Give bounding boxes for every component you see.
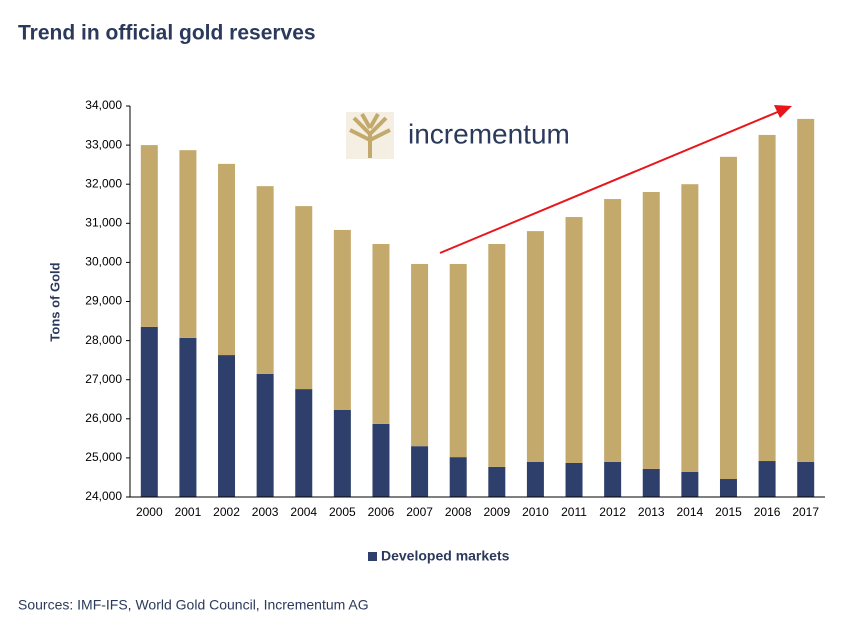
bar — [797, 118, 815, 462]
y-tick-label: 34,000 — [85, 98, 122, 112]
y-tick-label: 24,000 — [85, 489, 122, 503]
y-tick-label: 27,000 — [85, 372, 122, 386]
bar — [488, 244, 506, 467]
arrow — [439, 105, 792, 254]
bar — [488, 466, 506, 497]
bar — [179, 337, 197, 497]
y-tick-label: 25,000 — [85, 450, 122, 464]
bar — [526, 231, 544, 462]
x-tick-label: 2016 — [754, 505, 781, 519]
bar — [642, 192, 660, 469]
bar — [333, 409, 351, 497]
bar — [758, 461, 776, 497]
x-tick-label: 2003 — [252, 505, 279, 519]
bar — [333, 229, 351, 410]
bar — [256, 373, 274, 497]
bar — [526, 461, 544, 497]
bar — [295, 389, 313, 497]
arrow-head — [774, 105, 792, 118]
chart-title: Trend in official gold reserves — [18, 22, 316, 45]
legend-swatch — [368, 552, 377, 561]
bar — [719, 479, 737, 497]
bar — [604, 461, 622, 497]
x-tick-label: 2015 — [715, 505, 742, 519]
x-tick-label: 2010 — [522, 505, 549, 519]
x-tick-label: 2008 — [445, 505, 472, 519]
bar — [681, 471, 699, 497]
bar — [758, 134, 776, 462]
bar — [256, 186, 274, 374]
bar — [140, 326, 158, 497]
x-tick-label: 2017 — [792, 505, 819, 519]
x-tick-label: 2004 — [290, 505, 317, 519]
x-tick-label: 2000 — [136, 505, 163, 519]
bar — [372, 423, 390, 497]
bar — [411, 446, 429, 497]
x-tick-label: 2014 — [677, 505, 704, 519]
legend-label: Developed markets — [381, 548, 510, 564]
bar — [565, 217, 583, 463]
x-tick-label: 2011 — [561, 505, 587, 519]
y-tick-label: 30,000 — [85, 255, 122, 269]
y-tick-label: 31,000 — [85, 215, 122, 229]
bar — [218, 163, 236, 356]
bar — [372, 244, 390, 424]
y-tick-label: 33,000 — [85, 137, 122, 151]
bar — [449, 263, 467, 458]
x-tick-label: 2005 — [329, 505, 356, 519]
logo-icon — [349, 113, 391, 158]
bar — [140, 145, 158, 327]
x-tick-label: 2009 — [483, 505, 510, 519]
y-tick-label: 29,000 — [85, 294, 122, 308]
bar — [411, 263, 429, 447]
logo-text: incrementum — [408, 118, 570, 149]
bar — [449, 457, 467, 497]
y-tick-label: 26,000 — [85, 411, 122, 425]
x-tick-label: 2013 — [638, 505, 665, 519]
bar — [218, 355, 236, 497]
x-tick-label: 2012 — [599, 505, 626, 519]
bar — [604, 199, 622, 462]
y-tick-label: 32,000 — [85, 176, 122, 190]
bar — [797, 461, 815, 497]
bar — [642, 468, 660, 497]
arrow-line — [439, 110, 781, 254]
x-tick-label: 2001 — [175, 505, 202, 519]
bar — [719, 156, 737, 480]
x-tick-label: 2006 — [368, 505, 395, 519]
x-tick-label: 2007 — [406, 505, 433, 519]
bar — [295, 206, 313, 390]
logo: incrementum — [346, 112, 570, 159]
bar — [681, 184, 699, 472]
x-tick-label: 2002 — [213, 505, 240, 519]
bar — [565, 462, 583, 497]
y-axis-label: Tons of Gold — [47, 262, 62, 341]
bar — [179, 150, 197, 338]
y-tick-label: 28,000 — [85, 333, 122, 347]
source: Sources: IMF-IFS, World Gold Council, In… — [18, 597, 369, 613]
